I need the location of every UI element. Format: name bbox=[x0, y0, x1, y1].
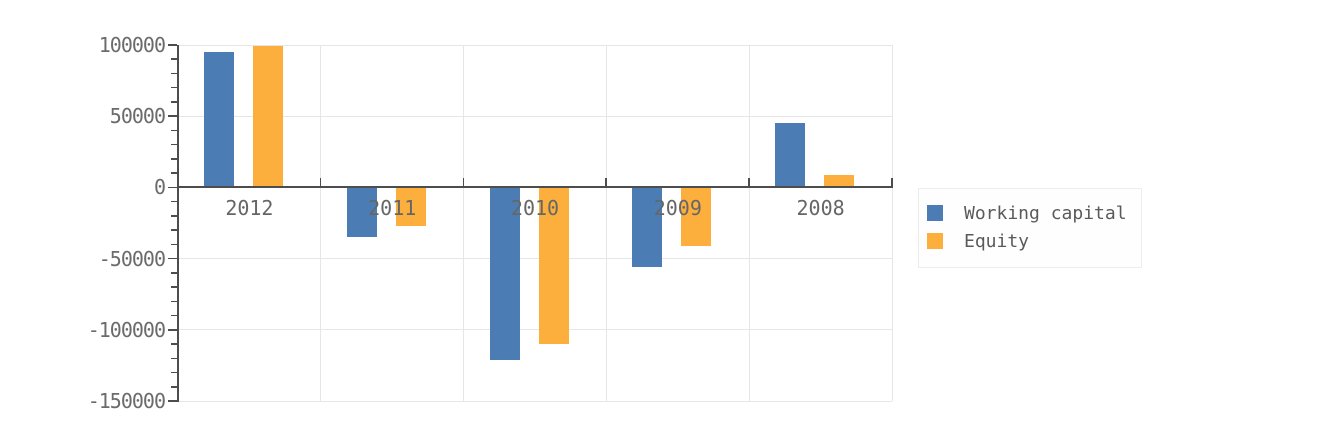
y-axis-line bbox=[177, 45, 179, 402]
y-minor-tick bbox=[171, 72, 177, 75]
y-minor-tick bbox=[171, 143, 177, 146]
bar-equity-2011 bbox=[395, 187, 426, 226]
v-gridline bbox=[605, 45, 607, 401]
h-gridline bbox=[178, 44, 892, 46]
x-boundary-tick bbox=[748, 178, 750, 188]
y-minor-tick bbox=[171, 286, 177, 288]
x-tick-label-2011: 2011 bbox=[368, 196, 417, 220]
h-gridline bbox=[178, 400, 892, 402]
legend-swatch-working-capital-icon bbox=[927, 205, 943, 221]
y-major-tick bbox=[168, 115, 177, 117]
y-minor-tick bbox=[171, 86, 177, 89]
x-tick-label-2010: 2010 bbox=[510, 196, 560, 220]
x-tick-label-2012: 2012 bbox=[225, 196, 274, 220]
y-tick-label: 100000 bbox=[98, 33, 166, 57]
y-minor-tick bbox=[171, 58, 177, 60]
y-minor-tick bbox=[171, 200, 177, 203]
v-gridline bbox=[463, 45, 465, 401]
y-minor-tick bbox=[171, 343, 177, 345]
y-tick-label: 50000 bbox=[109, 104, 166, 129]
legend-label-working-capital: Working capital bbox=[964, 202, 1127, 224]
bar-working-capital-2012 bbox=[204, 52, 234, 188]
x-axis-zero-line bbox=[177, 186, 893, 189]
legend-label-equity: Equity bbox=[964, 230, 1030, 252]
v-gridline bbox=[748, 45, 750, 401]
y-minor-tick bbox=[171, 357, 177, 360]
x-boundary-tick bbox=[462, 178, 465, 188]
bar-equity-2012 bbox=[253, 46, 283, 188]
bar-equity-2009 bbox=[681, 187, 712, 246]
y-major-tick bbox=[168, 257, 177, 260]
h-gridline bbox=[178, 329, 892, 331]
bar-equity-2010 bbox=[538, 187, 569, 345]
y-minor-tick bbox=[171, 158, 177, 160]
y-major-tick bbox=[168, 186, 177, 189]
v-gridline bbox=[891, 45, 893, 401]
legend-item-working-capital[interactable]: Working capital bbox=[927, 201, 1127, 225]
bar-working-capital-2010 bbox=[489, 187, 520, 360]
y-tick-label: -50000 bbox=[98, 246, 166, 271]
y-minor-tick bbox=[171, 314, 177, 317]
bar-working-capital-2009 bbox=[632, 187, 663, 268]
y-minor-tick bbox=[171, 300, 177, 303]
y-tick-label: 0 bbox=[153, 175, 166, 200]
y-minor-tick bbox=[171, 172, 177, 174]
y-major-tick bbox=[168, 329, 177, 331]
y-minor-tick bbox=[171, 229, 177, 231]
x-boundary-tick bbox=[319, 178, 322, 188]
y-major-tick bbox=[168, 400, 177, 402]
bar-equity-2008 bbox=[824, 174, 855, 188]
x-boundary-tick bbox=[605, 178, 607, 188]
y-major-tick bbox=[168, 44, 177, 46]
y-minor-tick bbox=[171, 371, 177, 374]
h-gridline bbox=[178, 258, 892, 260]
y-tick-label: -150000 bbox=[87, 389, 166, 413]
bar-working-capital-2011 bbox=[346, 187, 377, 238]
legend-item-equity[interactable]: Equity bbox=[927, 229, 1127, 253]
y-minor-tick bbox=[171, 243, 177, 246]
legend-swatch-equity-icon bbox=[927, 233, 943, 249]
h-gridline bbox=[178, 115, 892, 117]
v-gridline bbox=[320, 45, 322, 401]
chart-legend: Working capital Equity bbox=[918, 188, 1142, 268]
x-boundary-tick bbox=[891, 178, 893, 188]
x-tick-label-2008: 2008 bbox=[796, 196, 845, 220]
bar-working-capital-2008 bbox=[775, 123, 806, 188]
y-minor-tick bbox=[171, 129, 177, 132]
y-tick-label: -100000 bbox=[87, 317, 166, 342]
y-minor-tick bbox=[171, 101, 177, 103]
y-minor-tick bbox=[171, 215, 177, 217]
x-tick-label-2009: 2009 bbox=[653, 196, 702, 220]
y-minor-tick bbox=[171, 386, 177, 388]
y-minor-tick bbox=[171, 272, 177, 274]
